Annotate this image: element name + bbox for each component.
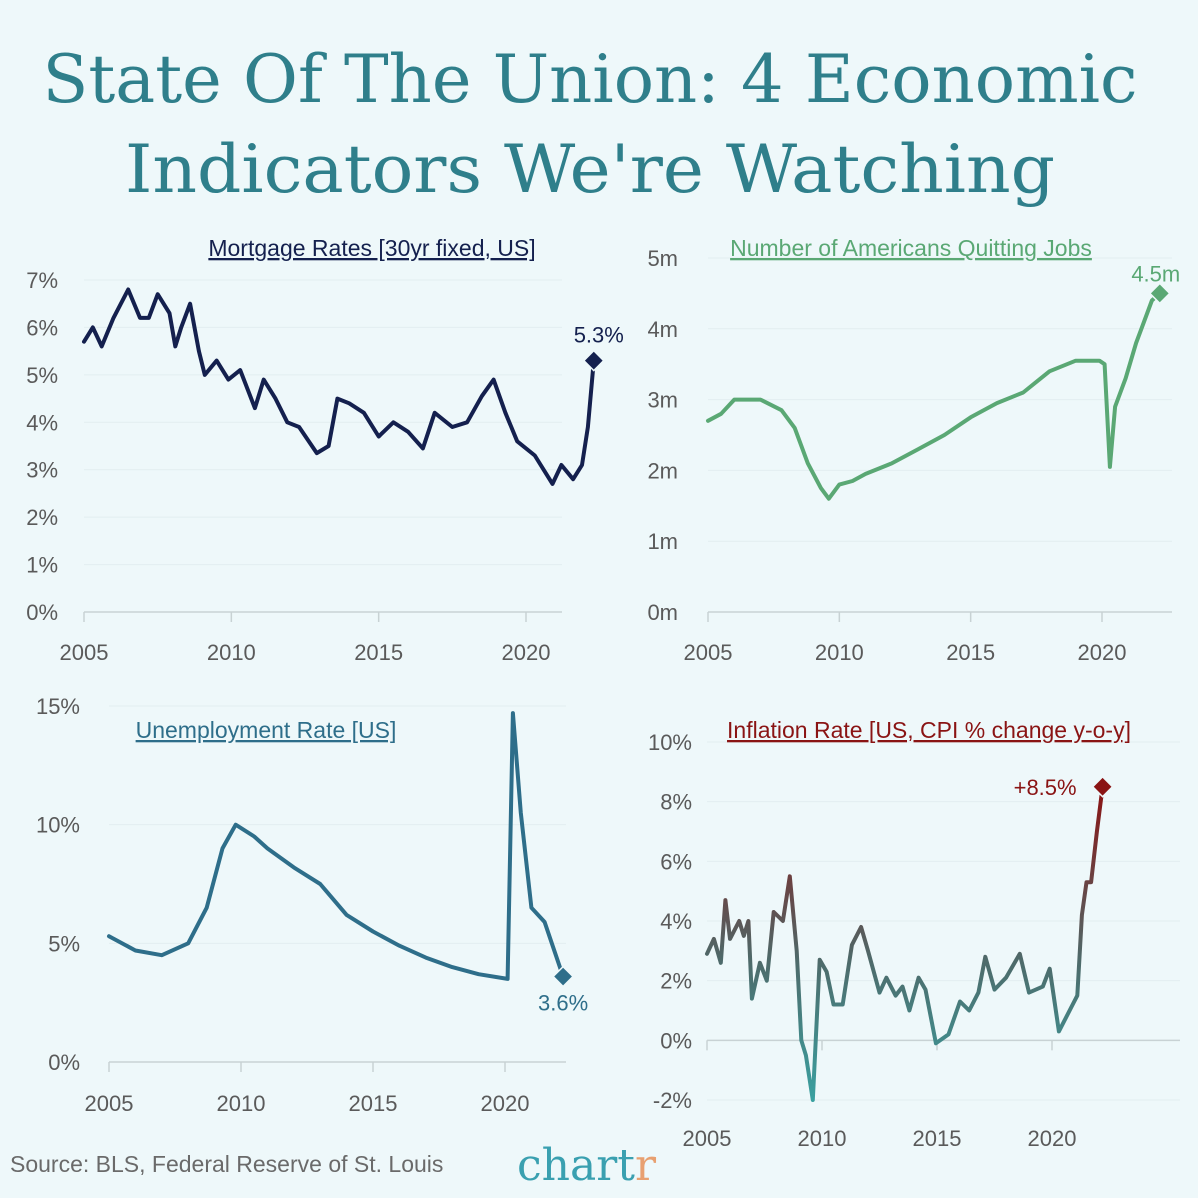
y-tick-label: 0% bbox=[660, 1028, 692, 1053]
unemployment-series-line bbox=[107, 711, 566, 981]
inflation-series-line bbox=[705, 784, 1105, 1102]
source-note: Source: BLS, Federal Reserve of St. Loui… bbox=[10, 1151, 443, 1177]
y-tick-label: 4m bbox=[647, 317, 678, 342]
end-point-marker bbox=[1091, 775, 1114, 798]
x-tick-label: 2015 bbox=[354, 640, 403, 665]
x-tick-label: 2020 bbox=[1028, 1126, 1077, 1151]
x-tick-label: 2005 bbox=[683, 1126, 732, 1151]
quits-series-line bbox=[706, 291, 1162, 501]
charts-grid: 0% 1% 2% 3% 4% 5% 6% 7% 2005 2010 2015 2020 Mortgage… bbox=[26, 235, 1180, 1151]
y-tick-label: 0% bbox=[26, 600, 58, 625]
y-tick-label: 5% bbox=[48, 931, 80, 956]
end-point-marker bbox=[582, 349, 605, 372]
chartr-logo: chartr bbox=[517, 1140, 657, 1191]
x-tick-label: 2005 bbox=[60, 640, 109, 665]
x-tick-label: 2010 bbox=[798, 1126, 847, 1151]
y-tick-label: 10% bbox=[36, 813, 80, 838]
mortgage-series-line bbox=[82, 287, 596, 486]
chart-title: Unemployment Rate [US] bbox=[136, 717, 397, 743]
y-tick-label: 7% bbox=[26, 268, 58, 293]
y-tick-label: 2% bbox=[26, 505, 58, 530]
y-tick-label: 0m bbox=[647, 600, 678, 625]
y-tick-label: 1% bbox=[26, 553, 58, 578]
end-value-label: 4.5m bbox=[1131, 261, 1180, 286]
chart-title: Mortgage Rates [30yr fixed, US] bbox=[208, 235, 535, 261]
x-tick-label: 2020 bbox=[481, 1091, 530, 1116]
chart-title: Number of Americans Quitting Jobs bbox=[730, 235, 1092, 261]
chart-title: Inflation Rate [US, CPI % change y-o-y] bbox=[727, 717, 1131, 743]
title-line-1: State Of The Union: 4 Economic bbox=[43, 41, 1138, 118]
y-tick-label: 5% bbox=[26, 363, 58, 388]
end-value-label: +8.5% bbox=[1014, 775, 1077, 800]
logo-text-end: r bbox=[635, 1140, 657, 1191]
y-tick-label: 4% bbox=[26, 410, 58, 435]
x-tick-label: 2005 bbox=[85, 1091, 134, 1116]
y-tick-label: 1m bbox=[647, 529, 678, 554]
x-tick-label: 2010 bbox=[207, 640, 256, 665]
x-tick-label: 2020 bbox=[1078, 640, 1127, 665]
end-value-label: 3.6% bbox=[538, 991, 588, 1016]
y-tick-label: 2% bbox=[660, 969, 692, 994]
y-tick-label: -2% bbox=[653, 1088, 692, 1113]
end-point-marker bbox=[552, 965, 575, 988]
x-tick-label: 2015 bbox=[946, 640, 995, 665]
title-line-2: Indicators We're Watching bbox=[125, 131, 1055, 208]
inflation-chart: -2% 0% 2% 4% 6% 8% 10% 2005 2010 2015 2020 Inflatio… bbox=[648, 717, 1180, 1151]
end-value-label: 5.3% bbox=[574, 323, 624, 348]
quits-chart: 0m 1m 2m 3m 4m 5m 2005 2010 2015 2020 Number of Am… bbox=[647, 235, 1180, 665]
unemployment-chart: 0% 5% 10% 15% 2005 2010 2015 2020 Unemployment R… bbox=[36, 694, 588, 1116]
y-tick-label: 4% bbox=[660, 909, 692, 934]
y-tick-label: 3m bbox=[647, 388, 678, 413]
y-tick-label: 2m bbox=[647, 458, 678, 483]
mortgage-chart: 0% 1% 2% 3% 4% 5% 6% 7% 2005 2010 2015 2020 Mortgage… bbox=[26, 235, 624, 665]
x-tick-label: 2020 bbox=[502, 640, 551, 665]
logo-text: chart bbox=[517, 1140, 635, 1191]
y-tick-label: 6% bbox=[26, 315, 58, 340]
x-tick-label: 2015 bbox=[913, 1126, 962, 1151]
x-tick-label: 2010 bbox=[815, 640, 864, 665]
end-point-marker bbox=[1148, 282, 1171, 305]
y-tick-label: 0% bbox=[48, 1050, 80, 1075]
x-tick-label: 2005 bbox=[684, 640, 733, 665]
y-tick-label: 10% bbox=[648, 730, 692, 755]
x-tick-label: 2015 bbox=[349, 1091, 398, 1116]
y-tick-label: 6% bbox=[660, 849, 692, 874]
y-tick-label: 3% bbox=[26, 458, 58, 483]
y-tick-label: 15% bbox=[36, 694, 80, 719]
y-tick-label: 8% bbox=[660, 790, 692, 815]
x-tick-label: 2010 bbox=[217, 1091, 266, 1116]
y-tick-label: 5m bbox=[647, 246, 678, 271]
